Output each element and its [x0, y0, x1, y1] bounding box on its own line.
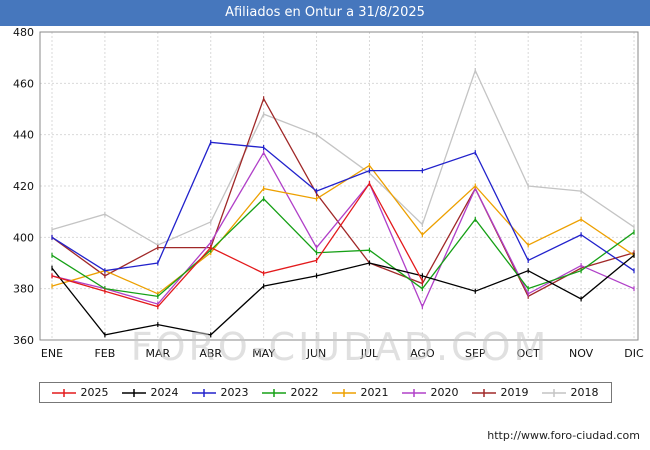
legend-row: 2025 2024 2023 2022 2021 2020 2019 2018 — [0, 382, 650, 403]
x-tick-label: ABR — [199, 347, 222, 360]
legend-swatch-2023 — [191, 388, 216, 397]
series-2019-line — [51, 97, 635, 298]
series-2023-line — [51, 141, 635, 272]
chart-title: Afiliados en Ontur a 31/8/2025 — [0, 0, 650, 26]
legend-label-2022: 2022 — [290, 386, 319, 399]
legend-label-2019: 2019 — [500, 386, 529, 399]
legend-item-2019: 2019 — [471, 386, 529, 399]
legend-item-2020: 2020 — [401, 386, 459, 399]
series-2023 — [51, 139, 635, 274]
series-2024-line — [51, 254, 635, 336]
legend-item-2023: 2023 — [191, 386, 249, 399]
legend-item-2022: 2022 — [261, 386, 319, 399]
x-tick-label: JUL — [360, 347, 379, 360]
x-tick-label: JUN — [306, 347, 327, 360]
x-tick-label: DIC — [624, 347, 644, 360]
series-2025-line — [51, 182, 423, 308]
legend-item-2024: 2024 — [121, 386, 179, 399]
legend-swatch-2021 — [331, 388, 356, 397]
plot-border — [39, 31, 639, 341]
legend-swatch-2018 — [541, 388, 566, 397]
y-tick-label: 400 — [13, 231, 34, 244]
chart-legend: 2025 2024 2023 2022 2021 2020 2019 2018 — [38, 382, 612, 403]
watermark: FORO-CIUDAD.COM — [131, 325, 550, 369]
legend-label-2025: 2025 — [80, 386, 109, 399]
footer-bar: http://www.foro-ciudad.com — [487, 429, 640, 442]
legend-item-2018: 2018 — [541, 386, 599, 399]
legend-label-2023: 2023 — [220, 386, 249, 399]
legend-label-2024: 2024 — [150, 386, 179, 399]
y-tick-label: 460 — [13, 77, 34, 90]
line-chart: 360 380 400 420 440 460 480 ENE FEB MAR ABR MAY JUN J… — [13, 26, 644, 369]
legend-swatch-2025 — [51, 388, 76, 397]
legend-label-2018: 2018 — [570, 386, 599, 399]
series-2018-line — [51, 68, 635, 246]
series-2022-line — [51, 197, 635, 298]
x-tick-label: MAY — [252, 347, 275, 360]
series-2020-line — [51, 151, 635, 309]
x-tick-label: FEB — [94, 347, 115, 360]
y-tick-label: 440 — [13, 129, 34, 142]
legend-label-2021: 2021 — [360, 386, 389, 399]
x-tick-label: SEP — [465, 347, 486, 360]
y-tick-label: 420 — [13, 180, 34, 193]
y-gridlines: 360 380 400 420 440 460 480 — [13, 26, 638, 347]
legend-swatch-2019 — [471, 388, 496, 397]
legend-swatch-2020 — [401, 388, 426, 397]
legend-swatch-2022 — [261, 388, 286, 397]
series-2025 — [51, 180, 423, 310]
legend-swatch-2024 — [121, 388, 146, 397]
series-2021 — [51, 162, 635, 297]
legend-item-2025: 2025 — [51, 386, 109, 399]
series-2024 — [51, 252, 635, 338]
x-tick-label: NOV — [569, 347, 594, 360]
y-tick-label: 480 — [13, 26, 34, 39]
x-tick-label: ENE — [41, 347, 63, 360]
legend-label-2020: 2020 — [430, 386, 459, 399]
series-2018 — [51, 68, 635, 248]
x-gridlines: ENE FEB MAR ABR MAY JUN JUL AGO SEP OCT NOV DIC — [41, 32, 644, 360]
x-tick-label: MAR — [145, 347, 170, 360]
y-tick-label: 380 — [13, 283, 34, 296]
x-tick-label: OCT — [517, 347, 540, 360]
footer-url[interactable]: http://www.foro-ciudad.com — [487, 429, 640, 442]
y-tick-label: 360 — [13, 334, 34, 347]
x-tick-label: AGO — [410, 347, 435, 360]
series-2021-line — [51, 164, 635, 295]
series-2019 — [51, 96, 635, 299]
legend-item-2021: 2021 — [331, 386, 389, 399]
